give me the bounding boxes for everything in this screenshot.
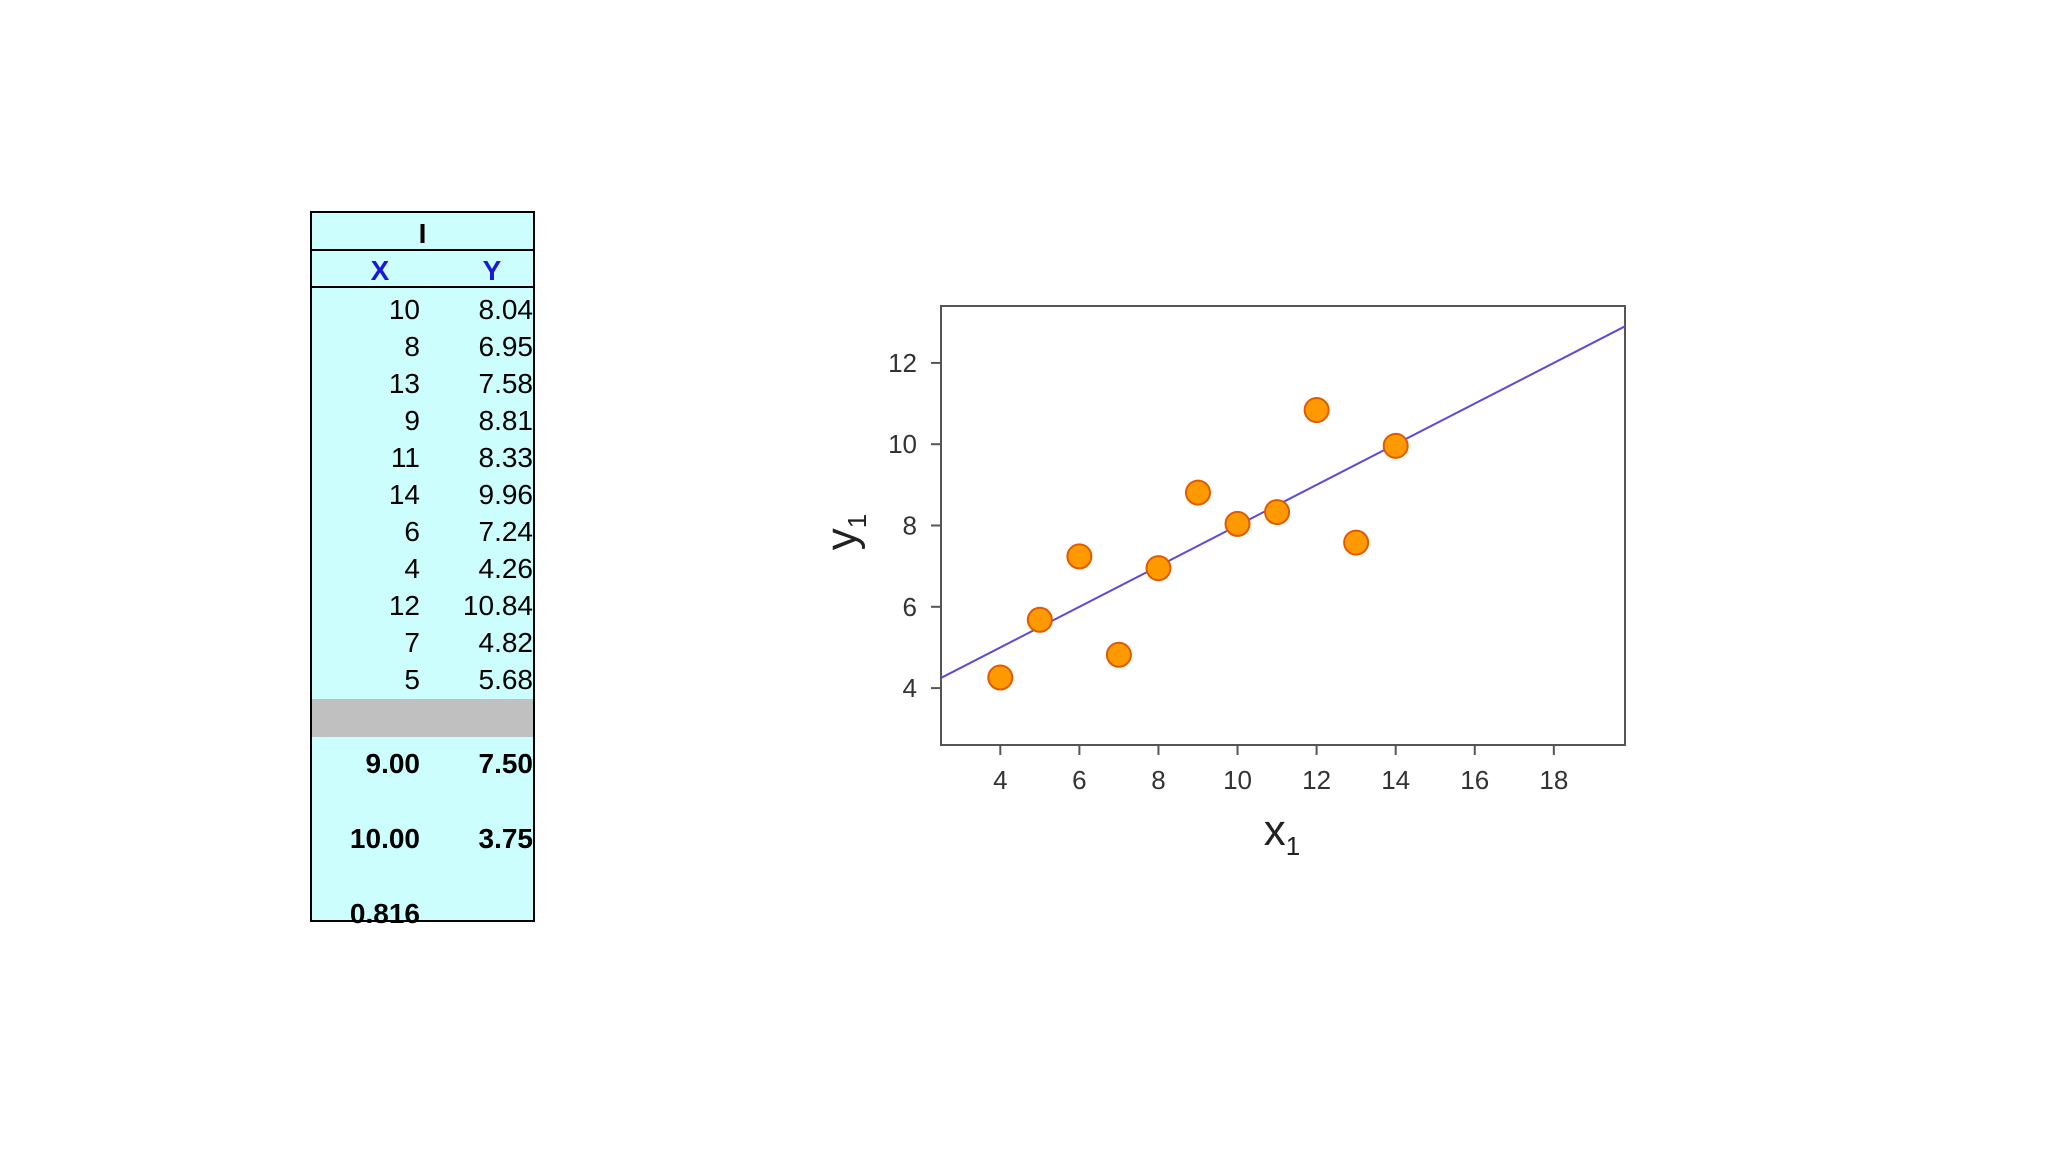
data-point [1264,499,1291,526]
x-tick-label: 18 [1539,765,1568,795]
table-row: 10 8.04 [312,289,533,326]
variance-y-value: 3.75 [478,823,534,854]
stats-row-variance: 10.00 3.75 [312,818,533,855]
cell-y: 4.26 [478,553,534,584]
cell-y: 7.24 [478,516,534,547]
data-point [1184,479,1211,506]
data-point [1343,529,1370,556]
y-tick-label: 12 [888,348,917,378]
variance-x-value: 10.00 [349,823,420,854]
cell-x: 14 [388,479,420,510]
scatter-plot-svg: 4 6 8 10 12 14 16 18 4 6 8 10 12 x1 y1 [817,305,1626,861]
cell-y: 6.95 [478,331,534,362]
table-row: 8 6.95 [312,326,533,363]
cell-x: 8 [404,331,420,362]
cell-x: 4 [404,553,420,584]
stats-row-correlation: 0.816 [312,893,533,929]
x-tick-label: 8 [1151,765,1165,795]
table-row: 5 5.68 [312,659,533,696]
x-tick-label: 6 [1072,765,1086,795]
y-tick-label: 4 [903,673,917,703]
data-point [1382,432,1409,459]
cell-y: 4.82 [478,627,534,658]
y-tick-label: 6 [903,592,917,622]
plot-frame [940,305,1626,746]
x-tick-label: 4 [993,765,1007,795]
mean-x-value: 9.00 [365,748,421,779]
table-title: I [418,218,427,249]
table-row: 9 8.81 [312,400,533,437]
separator-band [312,699,533,737]
y-tick-label: 8 [903,511,917,541]
cell-x: 10 [388,294,420,325]
stats-row-mean: 9.00 7.50 [312,743,534,780]
data-point [987,664,1014,691]
x-axis-label: x1 [1264,806,1300,861]
cell-x: 13 [388,368,420,399]
x-tick-label: 12 [1302,765,1331,795]
correlation-value: 0.816 [349,898,420,929]
column-header-x: X [370,255,390,286]
cell-y: 9.96 [478,479,534,510]
table-row: 14 9.96 [312,474,533,511]
table-title-row: I [312,213,533,251]
cell-y: 8.81 [478,405,534,436]
data-table: I X Y 10 8.04 8 6.95 13 7.58 9 8.81 11 8… [310,211,535,929]
scatter-chart: 4 6 8 10 12 14 16 18 4 6 8 10 12 x1 y1 [800,280,1670,880]
table-row: 4 4.26 [312,548,533,585]
table-row: 12 10.84 [312,585,533,622]
data-point [1145,555,1172,582]
cell-x: 7 [404,627,420,658]
cell-y: 7.58 [478,368,534,399]
data-point [1066,543,1093,570]
data-point [1224,510,1251,537]
cell-x: 12 [388,590,420,621]
data-point [1303,397,1330,424]
table-row: 6 7.24 [312,511,533,548]
cell-x: 9 [404,405,420,436]
data-point [1105,641,1132,668]
cell-x: 5 [404,664,420,695]
table-row: 7 4.82 [312,622,533,659]
table-header-row: X Y [312,250,533,288]
cell-y: 5.68 [478,664,534,695]
cell-x: 11 [390,442,420,473]
mean-y-value: 7.50 [478,748,534,779]
y-tick-label: 10 [888,429,917,459]
x-tick-label: 14 [1381,765,1410,795]
cell-y: 8.33 [478,442,534,473]
cell-y: 8.04 [478,294,534,325]
x-tick-label: 16 [1460,765,1489,795]
column-header-y: Y [482,255,502,286]
x-tick-label: 10 [1223,765,1252,795]
table-row: 13 7.58 [312,363,533,400]
data-point [1026,606,1053,633]
y-axis-label: y1 [817,514,872,550]
cell-y: 10.84 [462,590,533,621]
table-row: 11 8.33 [312,437,533,474]
cell-x: 6 [404,516,420,547]
